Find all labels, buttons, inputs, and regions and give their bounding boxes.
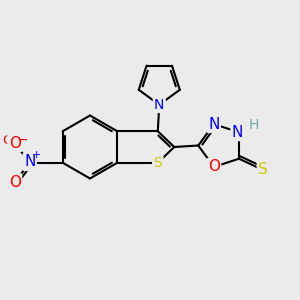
Text: N: N	[154, 98, 164, 112]
Text: N: N	[24, 154, 35, 169]
Text: O: O	[9, 136, 20, 150]
Text: S: S	[153, 156, 162, 170]
Text: +: +	[32, 150, 41, 160]
Text: −: −	[18, 134, 28, 147]
Text: N: N	[208, 117, 220, 132]
Text: O: O	[9, 136, 21, 151]
Text: O: O	[9, 175, 21, 190]
Text: N: N	[232, 125, 243, 140]
Text: H: H	[249, 118, 259, 132]
Text: O: O	[208, 159, 220, 174]
Text: S: S	[258, 162, 268, 177]
Text: O: O	[9, 175, 20, 189]
Text: N: N	[25, 156, 35, 170]
Text: O⁻: O⁻	[2, 134, 20, 147]
